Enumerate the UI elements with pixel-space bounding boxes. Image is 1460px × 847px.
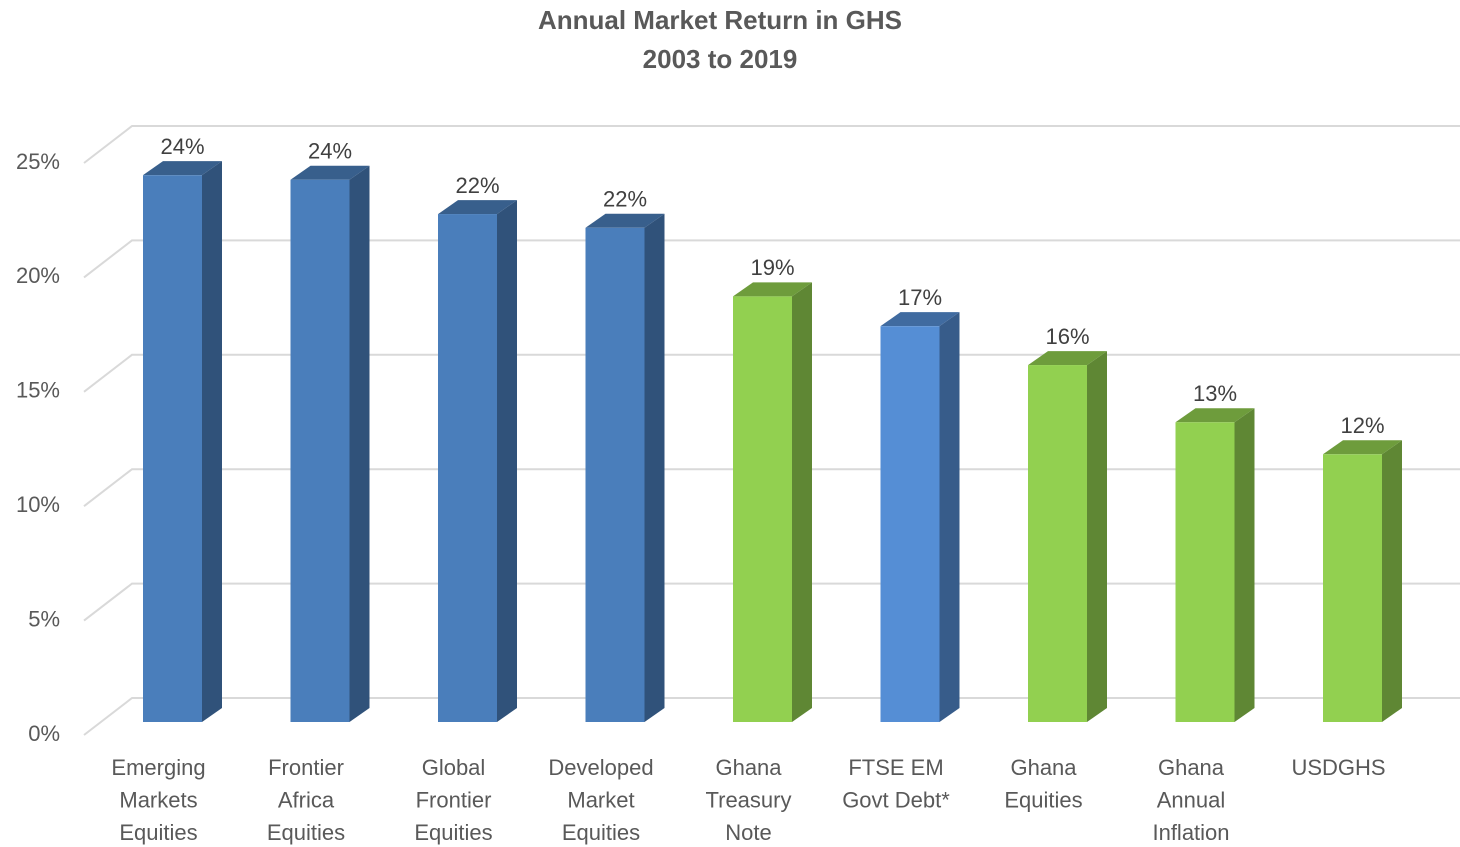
data-label: 19% <box>750 255 794 280</box>
bar-side <box>1087 351 1107 722</box>
grid-line <box>83 125 1460 164</box>
data-label: 24% <box>308 139 352 164</box>
data-label: 17% <box>898 285 942 310</box>
bar <box>143 175 202 723</box>
chart-subtitle: 2003 to 2019 <box>643 44 798 74</box>
bar-top <box>290 165 370 180</box>
x-tick-label: Developed <box>548 755 653 780</box>
bar <box>733 296 792 722</box>
bar-top <box>880 312 960 327</box>
bar-side <box>349 165 370 722</box>
x-tick-label: Equities <box>414 820 492 845</box>
bar <box>1028 365 1087 722</box>
bar-side <box>939 312 960 722</box>
grid-line <box>83 239 1460 279</box>
data-label: 22% <box>603 187 647 212</box>
y-tick-label: 25% <box>16 149 60 174</box>
bar-top <box>1175 408 1255 423</box>
x-tick-label: Equities <box>1004 787 1082 812</box>
x-tick-label: Equities <box>267 820 345 845</box>
bar-side <box>497 200 517 723</box>
data-label: 24% <box>160 134 204 159</box>
x-tick-label: Ghana <box>1158 755 1225 780</box>
grid-line <box>83 582 1460 622</box>
y-tick-label: 5% <box>28 606 60 631</box>
bar <box>1323 454 1382 722</box>
x-tick-label: Equities <box>562 820 640 845</box>
bar-top <box>438 200 517 215</box>
x-tick-label: Frontier <box>416 787 492 812</box>
bar <box>438 214 497 722</box>
bar-side <box>202 161 222 723</box>
data-label: 22% <box>455 173 499 198</box>
bar-side <box>1234 408 1255 722</box>
data-label: 16% <box>1045 324 1089 349</box>
x-tick-label: Annual <box>1157 787 1226 812</box>
bar-top <box>1028 351 1107 366</box>
data-label: 13% <box>1193 381 1237 406</box>
x-tick-label: USDGHS <box>1291 755 1385 780</box>
grid-line <box>83 468 1460 507</box>
x-tick-label: FTSE EM <box>848 755 943 780</box>
chart-title: Annual Market Return in GHS <box>538 5 902 35</box>
y-tick-label: 0% <box>28 721 60 746</box>
x-tick-label: Inflation <box>1152 820 1229 845</box>
bar-side <box>792 282 812 722</box>
grid-line <box>83 697 1460 736</box>
bar-top <box>1323 440 1402 455</box>
bar-top <box>585 213 665 228</box>
bar <box>1175 422 1235 722</box>
bar-side <box>1382 440 1402 722</box>
x-tick-label: Ghana <box>1010 755 1077 780</box>
x-tick-label: Markets <box>119 787 197 812</box>
bar <box>585 227 645 723</box>
x-tick-label: Africa <box>278 787 335 812</box>
x-tick-label: Govt Debt* <box>842 787 950 812</box>
bar-top <box>143 161 222 176</box>
bar <box>290 179 350 722</box>
bar <box>880 326 940 722</box>
y-tick-label: 15% <box>16 378 60 403</box>
x-tick-label: Market <box>567 787 634 812</box>
data-label: 12% <box>1340 413 1384 438</box>
x-tick-label: Note <box>725 820 771 845</box>
x-tick-label: Emerging <box>111 755 205 780</box>
bar-side <box>644 213 665 723</box>
grid-line <box>83 353 1460 393</box>
x-tick-label: Frontier <box>268 755 344 780</box>
bar-top <box>733 282 812 297</box>
x-tick-label: Treasury <box>706 787 792 812</box>
x-tick-label: Global <box>422 755 486 780</box>
x-tick-label: Ghana <box>715 755 782 780</box>
y-tick-label: 10% <box>16 492 60 517</box>
x-tick-label: Equities <box>119 820 197 845</box>
y-tick-label: 20% <box>16 263 60 288</box>
